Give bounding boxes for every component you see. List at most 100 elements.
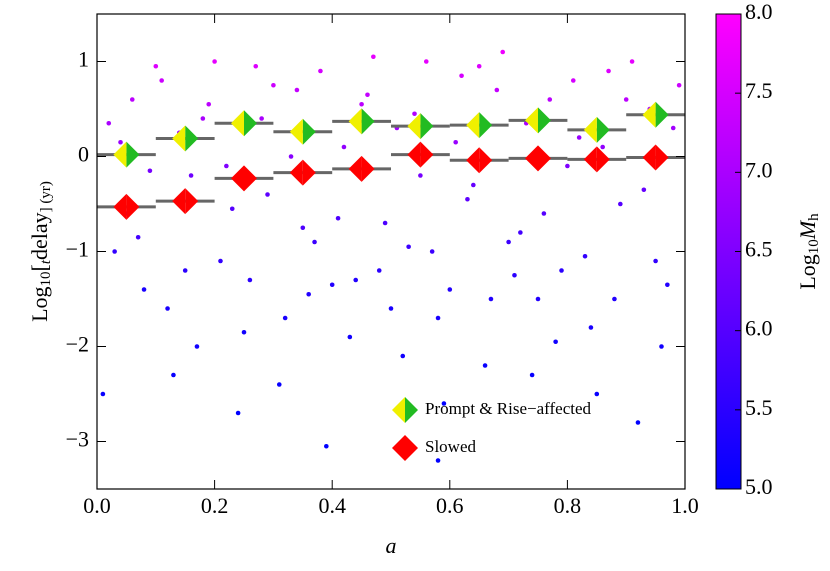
colorbar-tick-label: 6.0 (745, 316, 773, 341)
data-point (182, 268, 188, 273)
data-point (535, 296, 541, 302)
marker (525, 145, 551, 172)
x-tick-label: 0.4 (318, 493, 346, 518)
data-point (376, 268, 382, 273)
data-point (341, 144, 347, 150)
x-tick-label: 0.6 (436, 493, 464, 518)
legend-label: Slowed (425, 437, 477, 456)
marker-half (466, 147, 480, 174)
marker (642, 144, 669, 171)
data-point (147, 168, 153, 174)
data-point (229, 206, 235, 212)
marker-half (466, 112, 480, 139)
marker (525, 107, 551, 134)
marker (231, 110, 257, 137)
colorbar-label-part: h (806, 213, 822, 221)
data-point (665, 282, 670, 288)
x-tick-label: 0.8 (554, 493, 582, 518)
data-point (429, 249, 435, 254)
data-point (471, 182, 476, 188)
data-point (371, 54, 376, 60)
data-point (206, 101, 212, 107)
legend-label: Prompt & Rise−affected (425, 399, 592, 418)
data-point (576, 135, 582, 140)
data-point (218, 258, 223, 264)
data-point (194, 344, 200, 349)
y-axis-label-part: [ (27, 264, 52, 271)
y-tick-label: 1 (78, 47, 89, 72)
data-point (171, 372, 176, 378)
plot-frame (96, 13, 686, 490)
marker-half (525, 145, 538, 172)
data-point (423, 59, 429, 64)
data-point (606, 68, 611, 74)
data-point (659, 344, 664, 349)
data-point (641, 187, 647, 193)
data-point (412, 111, 417, 117)
data-point (112, 249, 117, 254)
data-point (271, 82, 276, 88)
marker (407, 141, 434, 168)
y-axis-label-part: delay (27, 212, 52, 260)
data-point (265, 192, 270, 197)
data-point (600, 144, 605, 150)
marker (172, 125, 199, 152)
data-point (106, 120, 112, 126)
colorbar-label-part: M (795, 219, 820, 240)
data-point (459, 73, 464, 79)
marker-half (289, 118, 303, 145)
colorbar-tick-label: 7.0 (745, 157, 773, 182)
data-point (612, 296, 617, 302)
colorbar-tick-label: 7.5 (745, 78, 773, 103)
marker-half (420, 141, 434, 168)
data-point (294, 87, 300, 93)
data-point (165, 306, 170, 311)
marker-half (126, 193, 140, 220)
marker-half (538, 107, 551, 134)
data-point (100, 391, 106, 397)
marker (583, 116, 610, 143)
data-point (518, 230, 523, 235)
data-point (312, 239, 317, 245)
marker-half (479, 147, 493, 174)
marker-half (185, 125, 199, 152)
data-point (441, 401, 447, 406)
data-point (318, 68, 323, 74)
data-point (547, 97, 553, 102)
data-point (235, 410, 241, 416)
legend-marker (392, 397, 418, 423)
legend-marker-half (392, 435, 405, 461)
marker-half (407, 141, 421, 168)
data-point (347, 334, 353, 340)
colorbar-tick-label: 5.0 (745, 474, 773, 499)
marker-half (525, 107, 538, 134)
data-point (482, 363, 488, 368)
marker-half (185, 188, 199, 215)
legend-marker-half (405, 397, 418, 423)
data-point (141, 287, 147, 292)
marker-half (231, 165, 244, 192)
marker (348, 108, 375, 135)
data-point (476, 63, 482, 69)
data-point (506, 239, 511, 245)
data-point (494, 87, 500, 93)
marker-half (420, 113, 434, 140)
data-point (588, 325, 594, 330)
marker (289, 159, 316, 186)
data-point (670, 125, 676, 131)
marker-half (302, 118, 316, 145)
colorbar-label-part: Log (795, 254, 820, 289)
data-point (224, 163, 229, 169)
marker (466, 147, 493, 174)
marker (113, 193, 140, 220)
marker-half (583, 116, 597, 143)
data-point (582, 253, 588, 259)
colorbar-tick-label: 6.5 (745, 237, 773, 262)
y-tick-label: 0 (78, 142, 89, 167)
data-point (559, 268, 564, 273)
marker (113, 141, 140, 168)
marker (172, 188, 199, 215)
data-point (618, 201, 623, 207)
data-point (553, 339, 558, 345)
marker-half (348, 108, 362, 135)
